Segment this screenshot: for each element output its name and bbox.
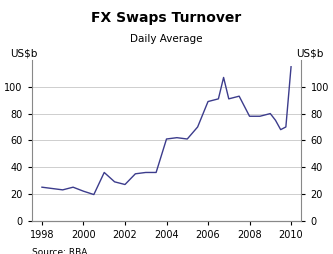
- Text: Daily Average: Daily Average: [130, 34, 203, 44]
- Text: US$b: US$b: [296, 49, 323, 58]
- Text: US$b: US$b: [10, 49, 37, 58]
- Text: Source: RBA: Source: RBA: [32, 248, 87, 254]
- Text: FX Swaps Turnover: FX Swaps Turnover: [91, 11, 242, 25]
